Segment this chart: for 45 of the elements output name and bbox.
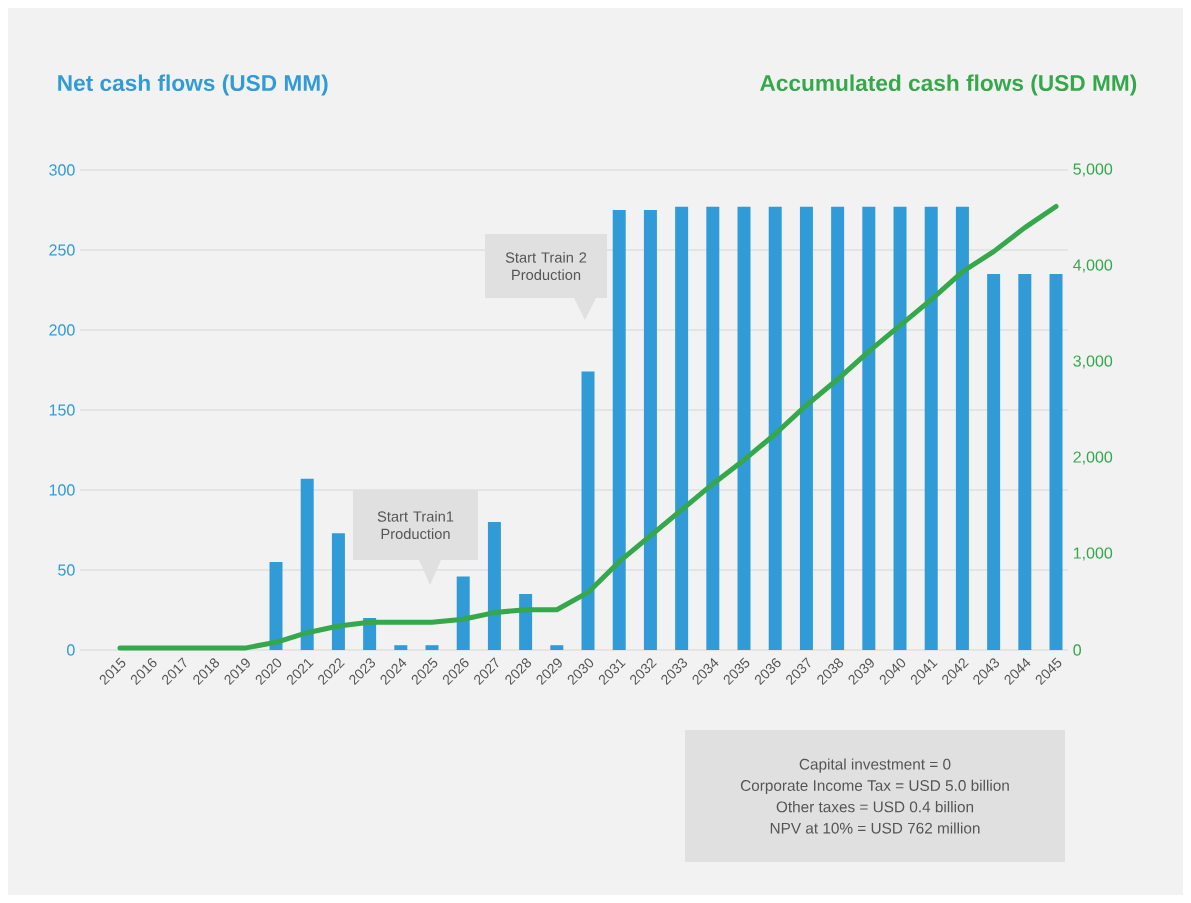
y2-tick-label: 3,000 (1073, 355, 1113, 369)
bar (300, 478, 314, 651)
y-tick-label: 0 (67, 644, 75, 656)
y2-tick-label: 5,000 (1073, 163, 1113, 177)
y-axis-title: Net cash flows (USD MM) (58, 74, 328, 96)
text: Other taxes = USD 0.4 billion (776, 801, 974, 813)
annotation: Start Train 2 Production (505, 251, 587, 281)
bar (675, 206, 689, 651)
y-tick-label: 250 (49, 244, 75, 256)
y-tick-label: 100 (49, 484, 75, 496)
bar (893, 206, 907, 651)
y-tick-label: 50 (58, 564, 75, 576)
bar (768, 206, 782, 651)
y2-tick-label: 0 (1073, 644, 1082, 656)
bar (924, 206, 938, 651)
bar (1049, 274, 1063, 651)
y2-tick-label: 4,000 (1073, 259, 1113, 273)
bar (831, 206, 845, 651)
bar (643, 210, 657, 651)
y2-tick-label: 2,000 (1073, 451, 1113, 465)
bar (456, 576, 470, 651)
y2-tick-label: 1,000 (1073, 547, 1113, 561)
annotation: Start Train1 Production (377, 510, 454, 540)
bar (1018, 274, 1032, 651)
y-tick-label: 200 (49, 324, 75, 336)
text: Capital investment = 0 (799, 758, 951, 773)
bar (706, 206, 720, 651)
bar (987, 274, 1001, 651)
text: NPV at 10% = USD 762 million (770, 822, 980, 834)
bar (799, 206, 813, 651)
y2-axis-title: Accumulated cash flows (USD MM) (760, 74, 1137, 96)
bar (550, 645, 564, 651)
bar (425, 645, 439, 651)
bar (487, 522, 501, 651)
bar (581, 371, 595, 651)
bar (737, 206, 751, 651)
bar (331, 533, 345, 651)
bar (612, 210, 626, 651)
text: Corporate Income Tax = USD 5.0 billion (740, 779, 1009, 794)
y-tick-label: 300 (49, 164, 75, 176)
bar (269, 562, 283, 651)
bar (955, 206, 969, 651)
bar (862, 206, 876, 651)
bar (394, 645, 408, 651)
y-tick-label: 150 (49, 404, 75, 416)
